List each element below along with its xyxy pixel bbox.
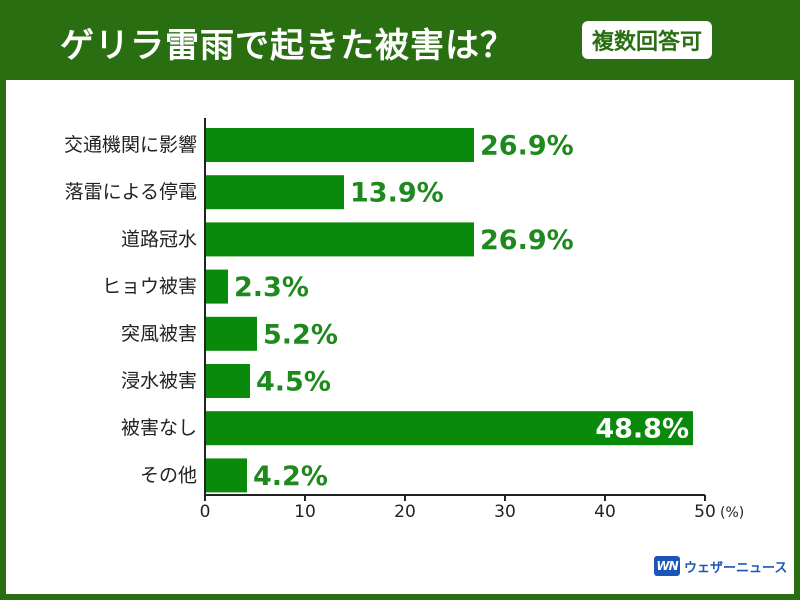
category-label: 落雷による停電 — [65, 181, 197, 203]
page-title: ゲリラ雷雨で起きた被害は？ — [60, 26, 515, 66]
category-label: 被害なし — [121, 417, 197, 439]
x-tick-label: 10 — [294, 502, 316, 522]
value-label: 13.9% — [350, 178, 444, 209]
value-label: 4.2% — [253, 461, 328, 492]
value-label: 2.3% — [234, 272, 309, 303]
bar — [205, 364, 250, 398]
weathernews-logo-text: ウェザーニュース — [684, 560, 788, 576]
header-bar: ゲリラ雷雨で起きた被害は？ 複数回答可 — [0, 0, 800, 80]
category-label: 道路冠水 — [121, 228, 197, 250]
x-unit-label: (%) — [720, 505, 744, 521]
category-label: 突風被害 — [121, 323, 197, 345]
bar — [205, 458, 247, 493]
multiple-answers-badge: 複数回答可 — [582, 21, 713, 59]
bar — [205, 269, 228, 304]
x-tick-label: 0 — [200, 502, 211, 522]
category-label: ヒョウ被害 — [102, 276, 197, 298]
x-tick-label: 40 — [594, 502, 616, 522]
weathernews-logo-icon: WN — [654, 556, 680, 576]
value-label: 26.9% — [480, 225, 574, 256]
bar — [205, 128, 474, 162]
x-tick-label: 50 — [694, 502, 716, 522]
category-label: 浸水被害 — [121, 370, 197, 392]
x-tick-label: 20 — [394, 502, 416, 522]
category-label: その他 — [140, 464, 197, 486]
weathernews-logo: WN ウェザーニュース — [654, 556, 787, 576]
bar — [205, 175, 344, 210]
value-label: 26.9% — [480, 131, 574, 162]
value-label: 5.2% — [263, 319, 338, 350]
x-tick-label: 30 — [494, 502, 516, 522]
bar — [205, 411, 693, 446]
bar — [205, 316, 257, 351]
bar — [205, 222, 474, 257]
value-label: 4.5% — [256, 367, 331, 398]
value-label: 48.8% — [595, 414, 689, 445]
category-label: 交通機関に影響 — [64, 134, 197, 156]
